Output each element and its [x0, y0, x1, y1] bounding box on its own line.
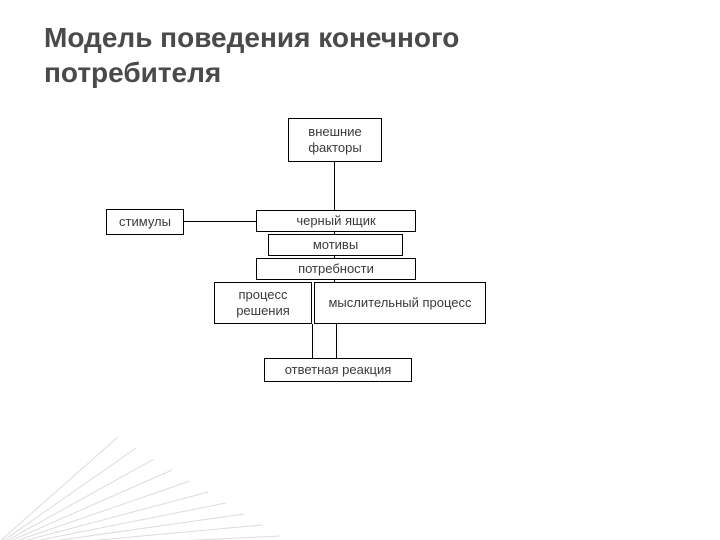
- node-needs-label: потребности: [298, 261, 374, 277]
- corner-lines-svg: [0, 430, 280, 540]
- node-proc-label: процесс решения: [219, 287, 307, 318]
- node-think: мыслительный процесс: [314, 282, 486, 324]
- node-resp: ответная реакция: [264, 358, 412, 382]
- node-ext-label: внешние факторы: [293, 124, 377, 155]
- node-needs: потребности: [256, 258, 416, 280]
- node-blackbox-label: черный ящик: [296, 213, 375, 229]
- edge-stim-blackbox: [184, 221, 256, 222]
- corner-lines-decoration: [0, 430, 280, 540]
- node-stim-label: стимулы: [119, 214, 171, 230]
- node-resp-label: ответная реакция: [285, 362, 392, 378]
- node-proc: процесс решения: [214, 282, 312, 324]
- node-think-label: мыслительный процесс: [328, 295, 471, 311]
- node-motives: мотивы: [268, 234, 403, 256]
- node-blackbox: черный ящик: [256, 210, 416, 232]
- node-stim: стимулы: [106, 209, 184, 235]
- edge-proc-resp: [312, 324, 313, 358]
- edge-think-resp: [336, 324, 337, 358]
- edge-ext-blackbox: [334, 162, 335, 210]
- node-motives-label: мотивы: [313, 237, 358, 253]
- node-ext: внешние факторы: [288, 118, 382, 162]
